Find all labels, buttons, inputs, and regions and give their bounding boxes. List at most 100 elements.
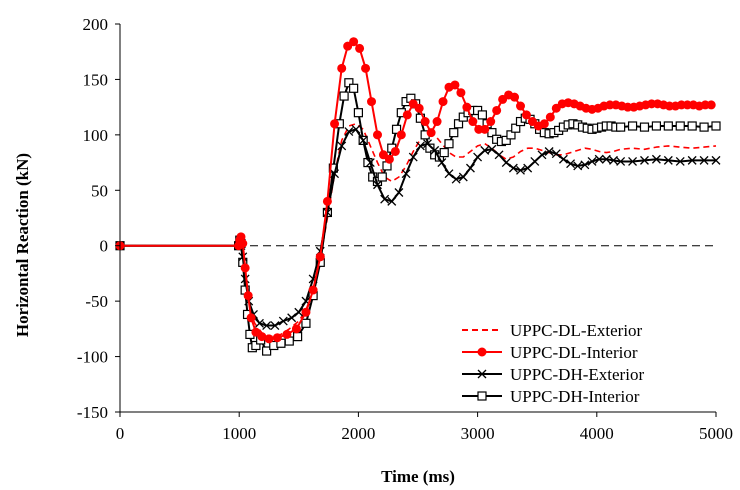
data-point bbox=[355, 43, 365, 53]
data-point bbox=[487, 144, 497, 154]
data-point-stroke bbox=[430, 145, 440, 155]
data-point bbox=[438, 97, 448, 107]
data-point bbox=[511, 123, 521, 133]
data-point bbox=[480, 124, 490, 134]
axes: 0 1000 2000 3000 4000 5000 -150 -100 -50 0 50 100 15… bbox=[77, 15, 733, 443]
data-point bbox=[458, 172, 468, 182]
series-line bbox=[120, 128, 716, 327]
data-point-stroke bbox=[687, 155, 697, 165]
data-point-stroke bbox=[270, 321, 280, 330]
data-point bbox=[473, 152, 483, 162]
data-point-stroke bbox=[473, 152, 483, 162]
y-tick-label: -150 bbox=[77, 403, 108, 422]
data-point-stroke bbox=[675, 157, 685, 166]
data-point bbox=[372, 130, 382, 140]
data-point bbox=[294, 307, 304, 317]
series-uppc-dl-interior bbox=[115, 37, 716, 344]
data-point bbox=[349, 37, 359, 47]
data-point-stroke bbox=[330, 169, 340, 179]
data-point bbox=[566, 159, 576, 169]
data-point bbox=[494, 150, 504, 160]
data-point-stroke bbox=[287, 313, 297, 323]
data-point bbox=[551, 149, 561, 159]
data-point bbox=[687, 121, 697, 131]
data-point bbox=[349, 83, 359, 93]
data-point bbox=[278, 316, 288, 326]
data-point bbox=[486, 117, 496, 127]
data-point bbox=[365, 158, 375, 168]
data-point bbox=[361, 63, 371, 73]
data-point bbox=[539, 119, 549, 129]
data-point-stroke bbox=[587, 157, 597, 166]
data-point bbox=[272, 333, 282, 343]
data-point-stroke bbox=[558, 154, 568, 164]
data-point-stroke bbox=[401, 169, 411, 179]
data-point bbox=[501, 158, 511, 168]
data-point-stroke bbox=[255, 318, 264, 328]
data-point bbox=[527, 117, 537, 127]
data-point bbox=[477, 369, 487, 379]
data-point-stroke bbox=[544, 147, 554, 156]
data-point bbox=[262, 321, 272, 330]
data-point-stroke bbox=[294, 307, 304, 317]
data-point-stroke bbox=[551, 149, 561, 159]
data-point bbox=[270, 321, 280, 330]
data-point bbox=[492, 105, 502, 115]
y-tick-label: 0 bbox=[100, 237, 109, 256]
data-point bbox=[480, 145, 490, 155]
data-point bbox=[287, 313, 297, 323]
data-point-stroke bbox=[373, 180, 382, 190]
data-point-stroke bbox=[601, 154, 611, 164]
data-point bbox=[616, 122, 626, 132]
data-point-stroke bbox=[278, 316, 288, 326]
legend: UPPC-DL-Exterior UPPC-DL-Interior UPPC-DH-… bbox=[462, 321, 644, 406]
data-point-stroke bbox=[487, 144, 497, 154]
data-point-stroke bbox=[628, 157, 638, 166]
data-point-stroke bbox=[301, 296, 311, 306]
data-point bbox=[663, 155, 673, 165]
data-point bbox=[516, 101, 526, 111]
data-point bbox=[451, 174, 461, 184]
data-point bbox=[330, 119, 340, 129]
data-point bbox=[558, 154, 568, 164]
data-point bbox=[521, 110, 531, 120]
data-point bbox=[408, 99, 418, 109]
data-point bbox=[639, 122, 650, 132]
data-point-stroke bbox=[573, 161, 583, 171]
data-point bbox=[580, 160, 590, 170]
x-tick-label: 2000 bbox=[341, 424, 375, 443]
data-point bbox=[255, 318, 264, 328]
data-point-stroke bbox=[415, 141, 425, 151]
data-point-stroke bbox=[523, 163, 533, 173]
data-point-stroke bbox=[663, 155, 673, 165]
data-point-stroke bbox=[501, 158, 511, 168]
data-point bbox=[251, 327, 261, 337]
data-point bbox=[240, 263, 250, 273]
series-uppc-dl-exterior bbox=[120, 123, 717, 338]
data-point-stroke bbox=[699, 155, 709, 165]
data-point-stroke bbox=[609, 155, 618, 165]
data-point bbox=[616, 157, 626, 166]
data-point bbox=[609, 155, 618, 165]
data-point bbox=[699, 122, 709, 132]
data-point bbox=[501, 135, 511, 145]
data-point bbox=[301, 318, 311, 328]
data-point bbox=[315, 252, 325, 262]
data-point-stroke bbox=[394, 188, 404, 197]
data-point bbox=[394, 188, 404, 197]
data-point bbox=[330, 169, 340, 179]
x-tick-label: 0 bbox=[116, 424, 125, 443]
y-tick-label: 50 bbox=[91, 181, 108, 200]
data-point bbox=[378, 150, 388, 160]
data-point-stroke bbox=[477, 369, 487, 379]
data-point-stroke bbox=[516, 165, 525, 175]
legend-label: UPPC-DH-Exterior bbox=[510, 365, 644, 384]
data-point bbox=[453, 119, 464, 129]
data-point bbox=[465, 163, 475, 173]
data-point bbox=[544, 147, 554, 156]
data-point-stroke bbox=[594, 154, 604, 164]
data-point bbox=[498, 94, 508, 104]
data-point bbox=[402, 110, 412, 120]
data-point bbox=[573, 161, 583, 171]
